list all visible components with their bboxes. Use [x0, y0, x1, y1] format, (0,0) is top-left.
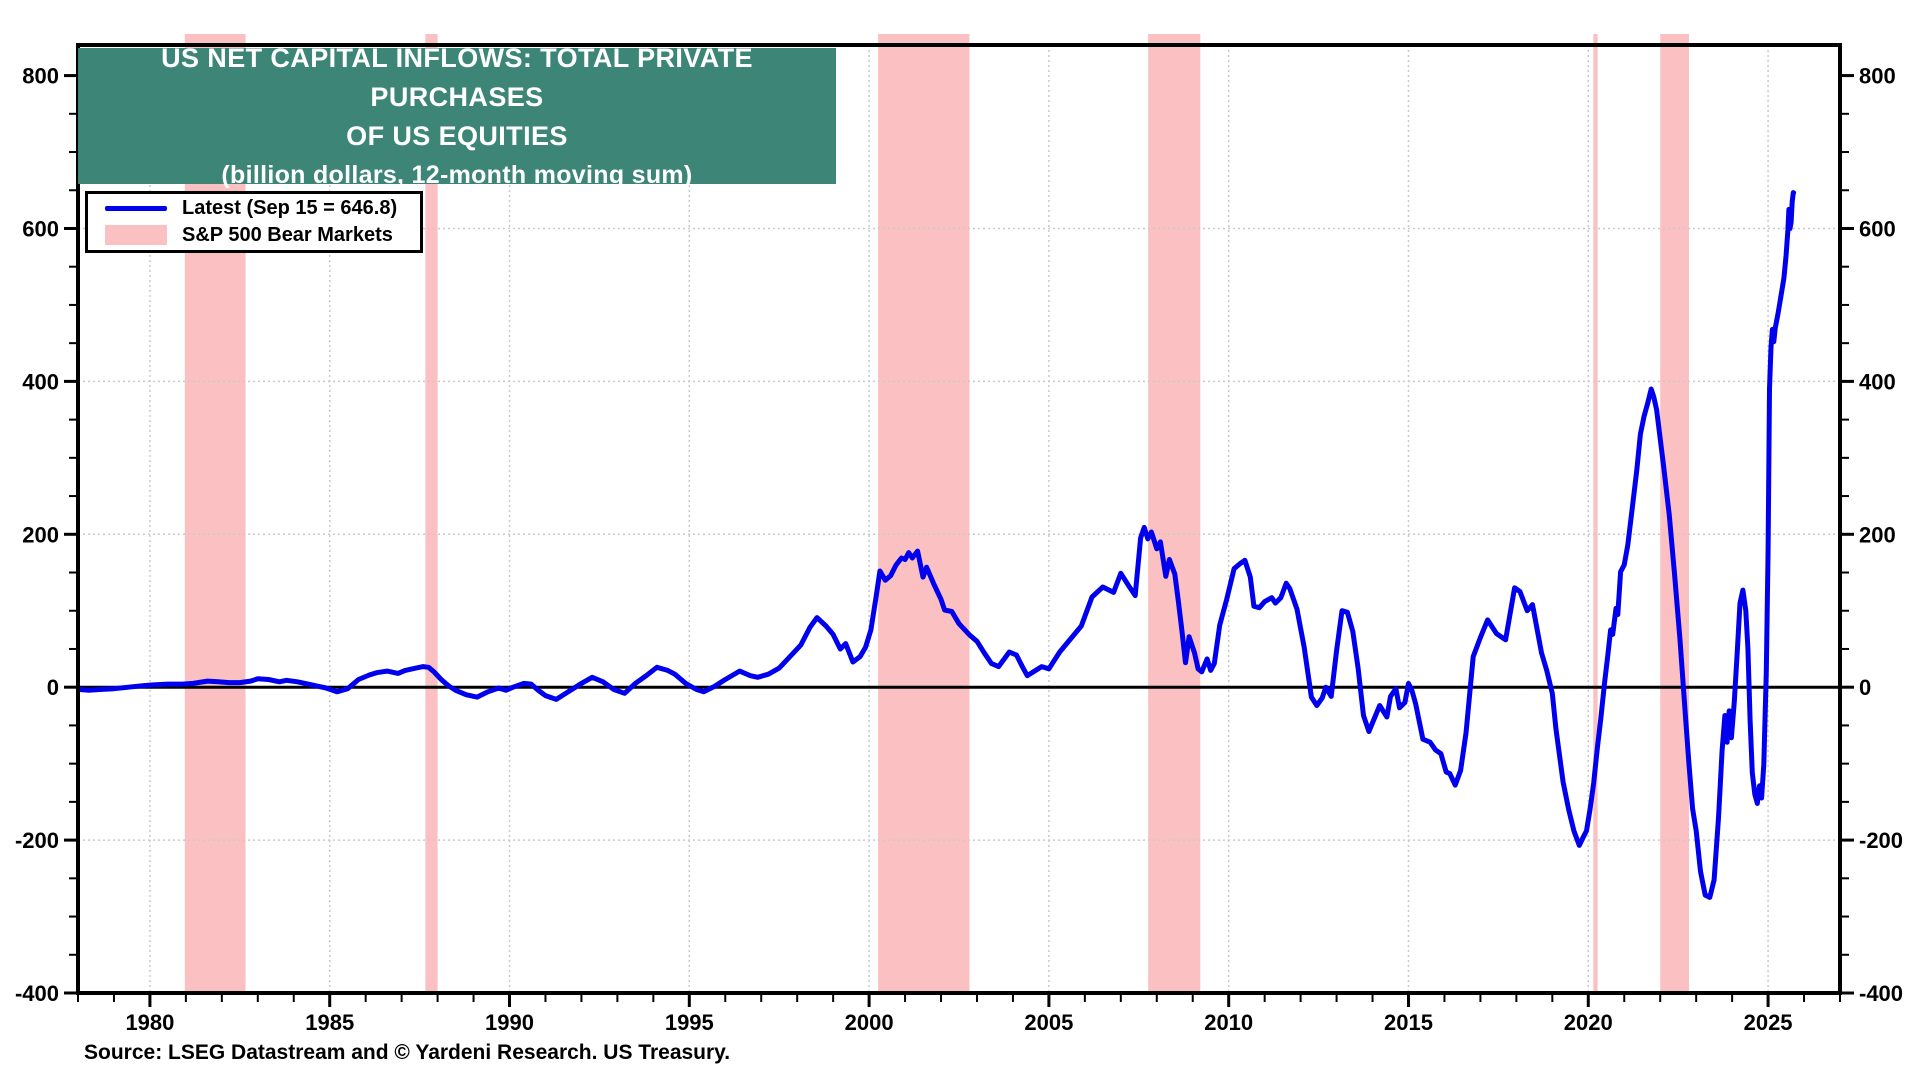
chart-title-line2: OF US EQUITIES	[346, 121, 568, 152]
legend-item-latest: Latest (Sep 15 = 646.8)	[105, 197, 420, 220]
y-axis-label-left: -400	[15, 981, 59, 1006]
x-axis-label: 2015	[1384, 1010, 1433, 1035]
chart-title-line1: US NET CAPITAL INFLOWS: TOTAL PRIVATE PU…	[161, 43, 753, 113]
chart-title-line3: (billion dollars, 12-month moving sum)	[221, 160, 693, 189]
y-axis-label-left: 600	[22, 216, 59, 241]
source-attribution: Source: LSEG Datastream and © Yardeni Re…	[84, 1041, 731, 1064]
chart-title-box: US NET CAPITAL INFLOWS: TOTAL PRIVATE PU…	[78, 43, 836, 189]
y-axis-label-left: 0	[47, 675, 59, 700]
x-axis-label: 2025	[1744, 1010, 1793, 1035]
y-axis-label-right: 0	[1859, 675, 1871, 700]
y-axis-label-right: 800	[1859, 64, 1896, 89]
bear-market-band	[1593, 34, 1598, 993]
x-axis-label: 2005	[1024, 1010, 1073, 1035]
bear-market-band	[878, 34, 970, 993]
x-axis-label: 2010	[1204, 1010, 1253, 1035]
bear-market-band	[1660, 34, 1689, 993]
y-axis-label-right: 600	[1859, 216, 1896, 241]
legend-band-swatch	[105, 225, 167, 246]
bear-market-band	[1148, 34, 1201, 993]
legend-latest-label: Latest (Sep 15 = 646.8)	[182, 197, 398, 220]
y-axis-label-left: 400	[22, 369, 59, 394]
x-axis-label: 1980	[125, 1010, 174, 1035]
legend-item-bear-markets: S&P 500 Bear Markets	[105, 224, 420, 247]
y-axis-label-right: 200	[1859, 522, 1896, 547]
x-axis-label: 2000	[845, 1010, 894, 1035]
x-axis-label: 1985	[305, 1010, 354, 1035]
y-axis-label-left: 200	[22, 522, 59, 547]
data-line-latest	[77, 190, 1797, 900]
x-axis-label: 1995	[665, 1010, 714, 1035]
plot-frame	[76, 43, 1842, 995]
y-axis-label-left: -200	[15, 828, 59, 853]
y-axis-label-right: 400	[1859, 369, 1896, 394]
y-axis-label-right: -200	[1859, 828, 1903, 853]
x-axis-label: 1990	[485, 1010, 534, 1035]
legend: Latest (Sep 15 = 646.8) S&P 500 Bear Mar…	[85, 191, 423, 253]
y-axis-label-right: -400	[1859, 981, 1903, 1006]
legend-line-swatch	[105, 206, 167, 212]
y-axis-label-left: 800	[22, 64, 59, 89]
bear-market-band	[425, 34, 438, 993]
legend-bear-markets-label: S&P 500 Bear Markets	[182, 223, 393, 246]
x-axis-label: 2020	[1564, 1010, 1613, 1035]
